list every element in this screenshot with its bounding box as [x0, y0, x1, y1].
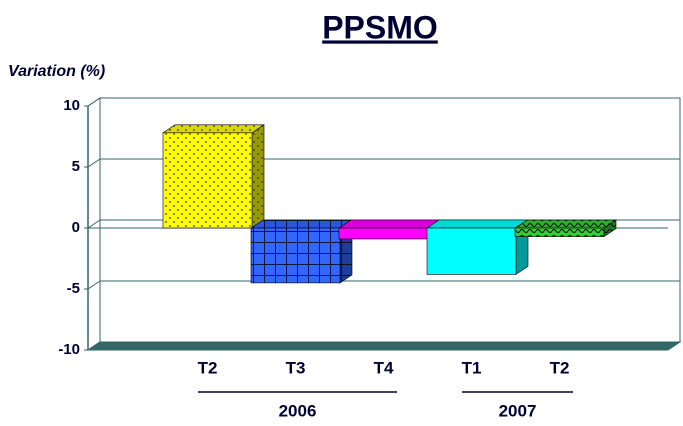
y-tick-label: -5: [67, 280, 80, 297]
bar: [426, 227, 517, 275]
bar-pattern: [163, 132, 252, 228]
grid-line: [87, 158, 101, 168]
bar-top-shade: [339, 220, 440, 228]
bar-side-pattern: [252, 124, 264, 228]
bar-top-pattern: [163, 124, 264, 133]
bar: [338, 227, 429, 240]
grid-line: [87, 280, 101, 290]
bar-top-shade: [427, 220, 528, 228]
bar-top-pattern: [251, 220, 352, 228]
x-tick-label: T3: [286, 358, 306, 377]
y-axis-label: Variation (%): [8, 63, 105, 80]
x-tick-label: T2: [198, 358, 218, 377]
grid-line: [87, 97, 101, 107]
group-label: 2006: [279, 401, 317, 420]
x-tick-label: T1: [462, 358, 482, 377]
x-tick-label: T4: [374, 358, 394, 377]
bar-pattern: [515, 228, 604, 237]
x-tick-label: T2: [550, 358, 570, 377]
floor: [86, 341, 682, 351]
y-tick-label: 10: [63, 97, 80, 114]
bar-side-pattern: [604, 220, 616, 237]
chart-title: PPSMO: [322, 9, 438, 45]
y-tick-label: -10: [58, 341, 80, 358]
bar-pattern: [251, 228, 340, 283]
grid-line: [87, 341, 101, 351]
bar-top-pattern: [515, 220, 616, 228]
group-label: 2007: [499, 401, 537, 420]
y-tick-label: 5: [72, 158, 80, 175]
grid-line: [87, 219, 101, 229]
y-tick-label: 0: [72, 219, 80, 236]
